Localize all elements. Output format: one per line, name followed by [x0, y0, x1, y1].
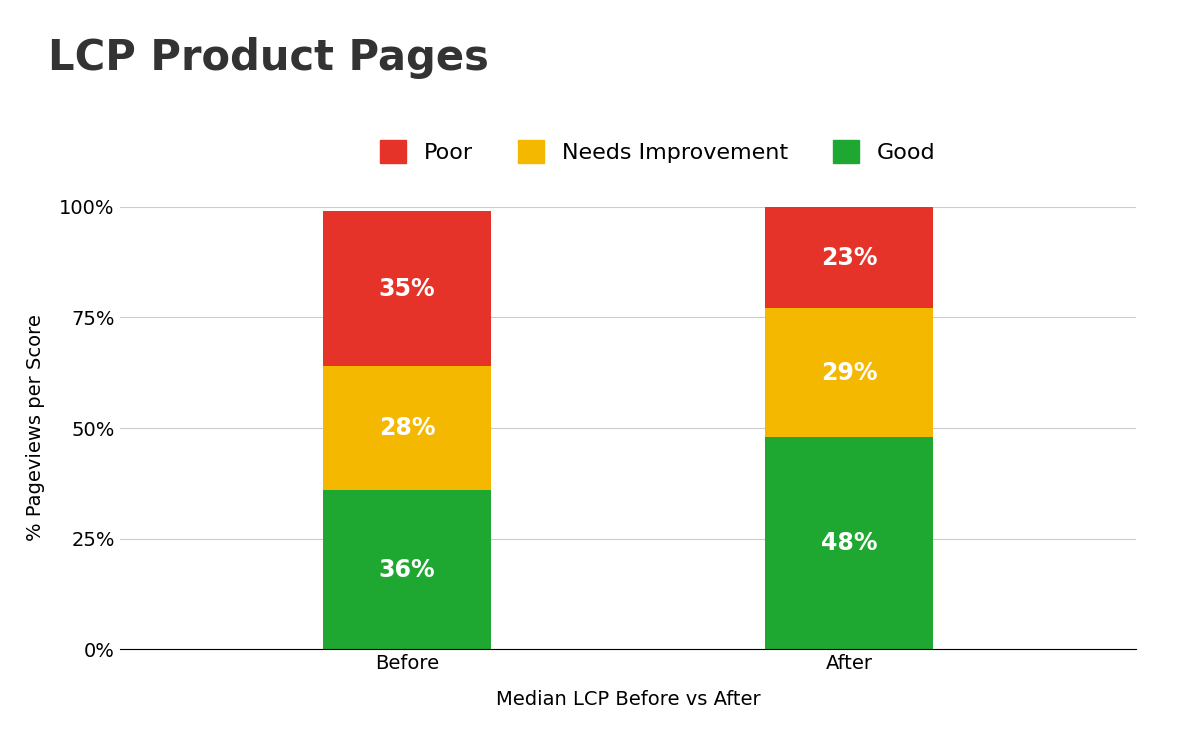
Text: 36%: 36% — [379, 558, 435, 582]
X-axis label: Median LCP Before vs After: Median LCP Before vs After — [495, 690, 761, 709]
Legend: Poor, Needs Improvement, Good: Poor, Needs Improvement, Good — [368, 129, 947, 174]
Text: 23%: 23% — [820, 246, 877, 269]
Text: LCP Product Pages: LCP Product Pages — [48, 37, 489, 79]
Y-axis label: % Pageviews per Score: % Pageviews per Score — [26, 314, 45, 542]
Text: 29%: 29% — [820, 361, 877, 384]
Bar — [765, 437, 933, 649]
Bar — [765, 308, 933, 437]
Bar — [323, 490, 490, 649]
Bar — [323, 366, 490, 490]
Bar — [765, 207, 933, 308]
Bar — [323, 211, 490, 366]
Text: 35%: 35% — [379, 277, 435, 300]
Text: 28%: 28% — [379, 416, 435, 440]
Text: 48%: 48% — [820, 531, 877, 555]
